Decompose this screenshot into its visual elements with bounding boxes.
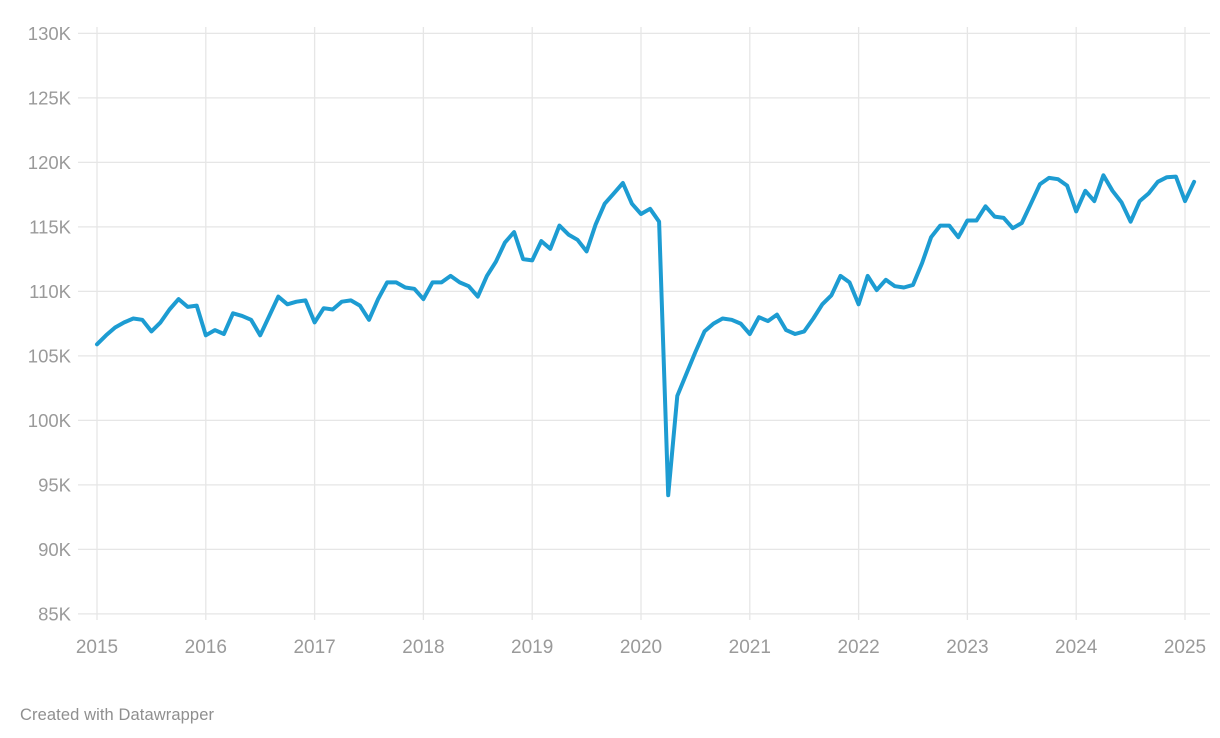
datawrapper-attribution-link[interactable]: Created with Datawrapper xyxy=(20,706,215,724)
x-axis-tick-label: 2019 xyxy=(511,637,553,658)
x-axis-tick-label: 2018 xyxy=(402,637,444,658)
y-axis-tick-label: 110K xyxy=(29,281,71,302)
x-axis-tick-label: 2022 xyxy=(837,637,879,658)
y-axis-tick-label: 95K xyxy=(38,474,72,495)
x-axis-tick-label: 2023 xyxy=(946,637,988,658)
y-axis-tick-label: 115K xyxy=(29,216,71,237)
y-axis-tick-label: 105K xyxy=(28,345,72,366)
y-axis-tick-label: 125K xyxy=(28,87,72,108)
y-axis-tick-label: 100K xyxy=(28,410,72,431)
y-axis-tick-label: 85K xyxy=(38,603,72,624)
y-axis-tick-label: 120K xyxy=(28,152,72,173)
x-axis-tick-label: 2016 xyxy=(185,637,227,658)
x-axis-tick-label: 2020 xyxy=(620,637,662,658)
x-axis-tick-label: 2015 xyxy=(76,637,118,658)
x-axis-tick-label: 2021 xyxy=(729,637,771,658)
y-axis-tick-label: 90K xyxy=(38,539,72,560)
data-line xyxy=(95,173,1197,498)
y-axis-tick-label: 130K xyxy=(28,23,72,44)
x-axis-tick-label: 2017 xyxy=(293,637,335,658)
x-axis-tick-label: 2024 xyxy=(1055,637,1098,658)
x-axis-tick-label: 2025 xyxy=(1164,637,1206,658)
line-chart-canvas: 130K125K120K115K110K105K100K95K90K85K201… xyxy=(28,23,1210,658)
